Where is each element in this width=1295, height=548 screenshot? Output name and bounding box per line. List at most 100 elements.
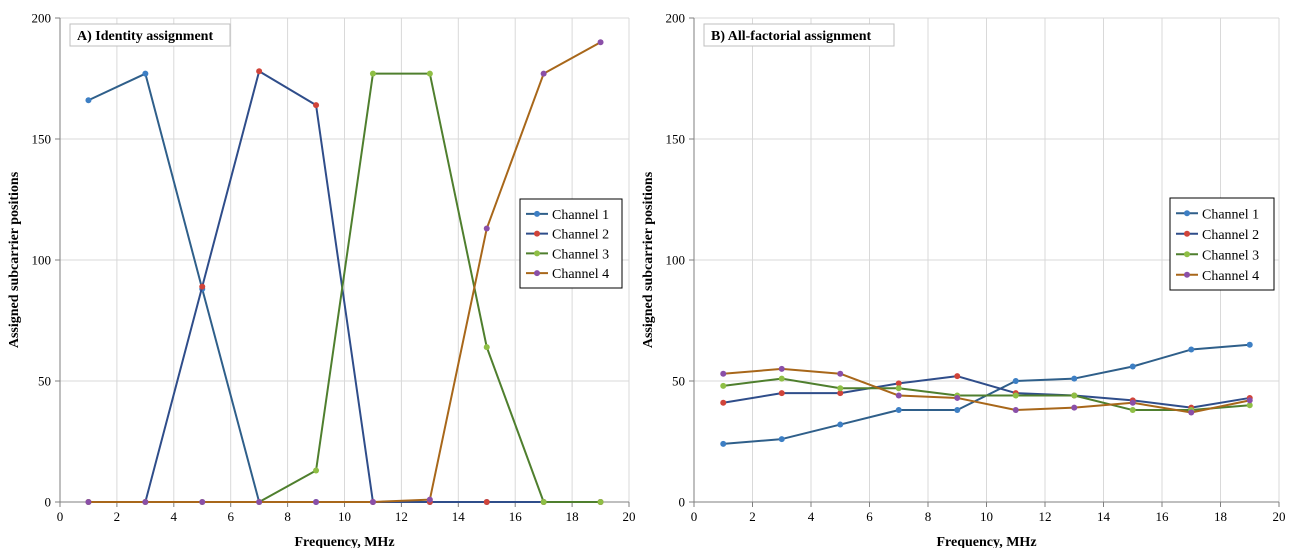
chart-b-series-4-line: [723, 367, 1250, 414]
chart-a-series-2-point: [256, 68, 263, 75]
chart-a-series-1-point: [85, 97, 92, 104]
chart-a-series-4-point: [426, 496, 433, 503]
chart-b-legend-swatch-marker: [1184, 271, 1190, 278]
chart-a-x-tick-label: 2: [114, 509, 121, 524]
chart-a-legend-label: Channel 4: [552, 267, 609, 282]
chart-b-x-tick-label: 14: [1097, 509, 1111, 524]
chart-b-series-2-point: [895, 380, 902, 387]
chart-b-x-tick-label: 6: [866, 509, 873, 524]
chart-b-x-tick-label: 4: [808, 509, 815, 524]
chart-a-x-tick-label: 10: [338, 509, 351, 524]
chart-b-legend-swatch-marker: [1184, 251, 1190, 258]
chart-a-series-4-point: [597, 39, 604, 46]
chart-b-series-4-point: [720, 370, 727, 377]
chart-a-y-axis-title: Assigned subcarrier positions: [7, 171, 22, 348]
chart-a-series-4-point: [540, 70, 547, 77]
chart-b-series-4-point: [1071, 404, 1078, 411]
chart-b-title: B) All-factorial assignment: [711, 29, 872, 44]
chart-b-series-4-point: [1188, 409, 1195, 416]
chart-a-legend-label: Channel 3: [552, 247, 609, 262]
chart-a-x-tick-label: 14: [452, 509, 466, 524]
chart-b-series-4-point: [778, 365, 785, 372]
chart-a-series-3-point: [540, 499, 547, 505]
chart-a-series-2-point: [199, 283, 206, 290]
chart-b-x-tick-label: 8: [925, 509, 932, 524]
chart-a-series-3-point: [369, 70, 376, 77]
chart-b-x-tick-label: 20: [1273, 509, 1286, 524]
chart-b-series-4-point: [1129, 399, 1136, 406]
chart-b-x-axis-title: Frequency, MHz: [936, 535, 1036, 548]
chart-a-title-box: [69, 23, 231, 47]
chart-b-series-4-point: [895, 392, 902, 399]
chart-a-series-2-point: [313, 102, 320, 109]
chart-a-legend-swatch-marker: [534, 270, 540, 277]
chart-b-series-3-point: [1071, 392, 1078, 399]
chart-a-series-4-line: [88, 41, 602, 503]
chart-b-x-tick-label: 10: [980, 509, 993, 524]
chart-a-series-2-line: [88, 70, 601, 503]
chart-b-series-2-point: [954, 373, 961, 380]
chart-a-x-tick-label: 8: [284, 509, 291, 524]
chart-a-series-4-point: [256, 499, 263, 505]
chart-a-y-tick-label: 100: [32, 253, 52, 268]
chart-b-series-4-point: [837, 370, 844, 377]
chart-a-svg: 0 2 4 6 8 10 12 14 16 18 20050100150200Frequency, …: [7, 11, 636, 548]
chart-b-x-tick-label: 12: [1039, 509, 1052, 524]
chart-a-y-tick-label: 50: [38, 374, 51, 389]
chart-a-legend-swatch-marker: [534, 210, 540, 217]
chart-b-y-tick-label: 50: [672, 374, 685, 389]
chart-a-legend-swatch-marker: [534, 250, 540, 257]
chart-b-legend-label: Channel 3: [1202, 248, 1259, 263]
chart-a-y-tick-label: 150: [32, 132, 52, 147]
chart-a-series-3-point: [313, 467, 320, 474]
chart-a-y-tick-label: 0: [45, 495, 52, 510]
chart-b-series-2-line: [723, 375, 1250, 409]
chart-b-series-2-point: [778, 390, 785, 397]
chart-a-series-4-point: [199, 499, 206, 505]
chart-b-series-1-point: [1071, 375, 1078, 382]
chart-b-series-3-point: [720, 382, 727, 389]
chart-b-x-tick-label: 16: [1156, 509, 1170, 524]
chart-a-series-4-point: [483, 225, 490, 232]
chart-b-series-2-point: [720, 399, 727, 406]
chart-a-series-3-point: [483, 344, 490, 351]
chart-b-x-tick-label: 2: [749, 509, 756, 524]
chart-b-series-3-point: [1246, 402, 1253, 409]
chart-b-legend-label: Channel 4: [1202, 269, 1259, 284]
chart-b-series-3-line: [723, 377, 1250, 412]
chart-a-x-tick-label: 6: [227, 509, 234, 524]
chart-b-y-tick-label: 200: [666, 11, 686, 26]
chart-a-series-4-point: [313, 499, 320, 505]
chart-b-series-1-point: [1188, 346, 1195, 353]
chart-b-series-4-point: [1246, 397, 1253, 404]
chart-b-y-axis-title: Assigned subcarrier positions: [641, 171, 656, 348]
chart-b-series-1-point: [778, 436, 785, 443]
chart-a-y-tick-label: 200: [32, 11, 52, 26]
chart-a-x-tick-label: 16: [509, 509, 523, 524]
chart-b-series-3-point: [778, 375, 785, 382]
chart-b-legend-label: Channel 1: [1202, 207, 1259, 222]
chart-b-series-3-point: [895, 385, 902, 392]
chart-a-legend-swatch-marker: [534, 230, 540, 237]
chart-b-series-3-point: [1012, 392, 1019, 399]
chart-a-x-tick-label: 18: [566, 509, 579, 524]
chart-a-legend-label: Channel 1: [552, 208, 609, 223]
chart-b-series-1-point: [1246, 341, 1253, 348]
chart-a-series-3-point: [597, 499, 604, 505]
chart-b-series-4-point: [954, 394, 961, 401]
chart-b-svg: 0 2 4 6 8 10 12 14 16 18 20050100150200Frequency, …: [641, 11, 1286, 548]
chart-a-series-4-point: [142, 499, 149, 505]
chart-a-x-axis-title: Frequency, MHz: [294, 535, 394, 548]
chart-a-x-tick-label: 12: [395, 509, 408, 524]
chart-a-title: A) Identity assignment: [77, 29, 213, 44]
chart-panel-b: 0 2 4 6 8 10 12 14 16 18 20 0 50 100 150 200 Frequency, …: [640, 0, 1295, 548]
chart-b-series-4-point: [1012, 407, 1019, 414]
chart-a-series-4-point: [85, 499, 92, 505]
chart-a-series-1-point: [142, 70, 149, 77]
chart-a-series-3-point: [426, 70, 433, 77]
chart-b-y-tick-label: 150: [666, 132, 686, 147]
chart-a-series-4-point: [369, 499, 376, 505]
chart-b-series-3-point: [1129, 407, 1136, 414]
chart-panel-a: 0 2 4 6 8 10 12 14 16 18 20 0 50 100 150 200 Frequency, …: [0, 0, 640, 548]
chart-a-x-tick-label: 20: [623, 509, 636, 524]
